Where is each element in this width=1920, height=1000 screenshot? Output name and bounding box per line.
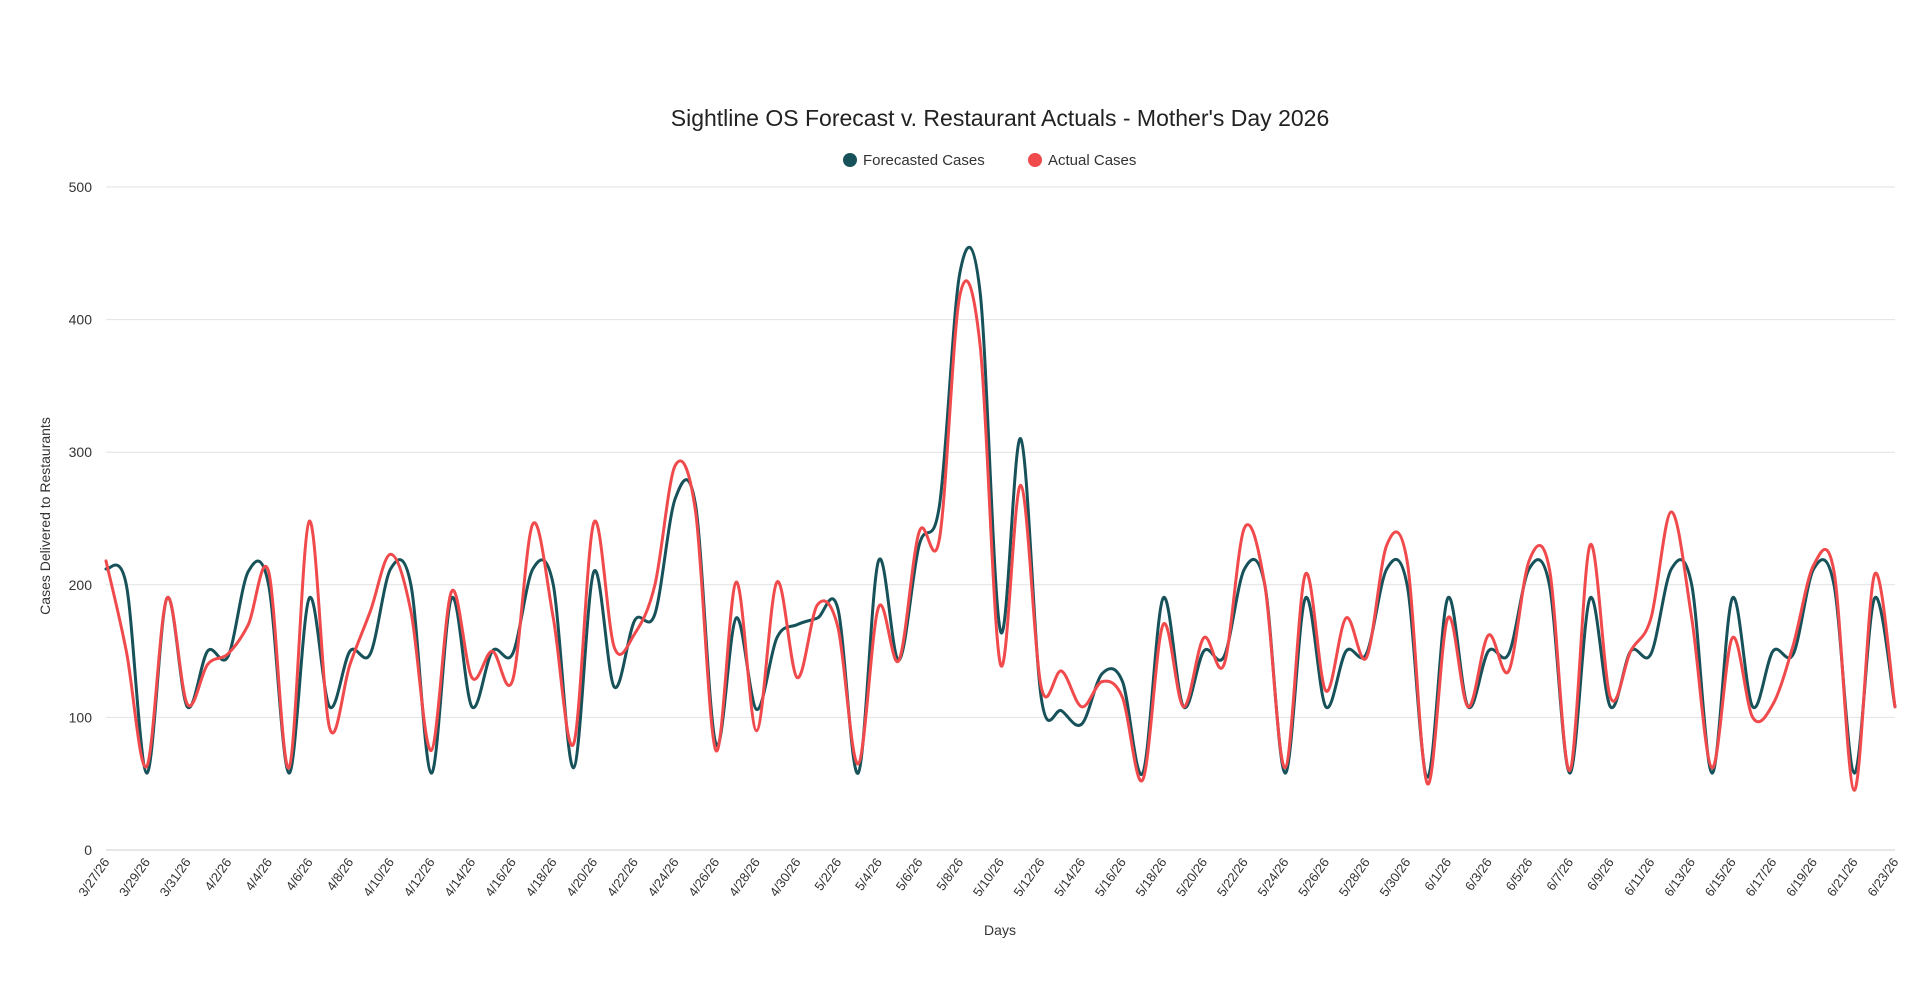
x-axis-label: Days [984,922,1016,938]
y-tick-label: 400 [69,312,93,328]
x-tick-label: 4/30/26 [766,855,803,899]
x-tick-label: 5/10/26 [970,855,1007,899]
y-axis-ticks: 0 100 200 300 400 500 [69,179,93,858]
y-axis-label: Cases Delivered to Restaurants [37,417,53,615]
y-tick-label: 200 [69,577,93,593]
x-tick-label: 4/28/26 [726,855,763,899]
x-tick-label: 3/31/26 [157,855,194,899]
y-tick-label: 500 [69,179,93,195]
x-tick-label: 6/23/26 [1864,855,1901,899]
series-lines [104,245,1897,792]
series-line-actual-cases [104,279,1897,792]
x-tick-label: 6/5/26 [1503,855,1536,893]
x-tick-label: 4/14/26 [441,855,478,899]
x-tick-label: 5/2/26 [811,855,844,893]
x-tick-label: 6/13/26 [1661,855,1698,899]
x-tick-label: 6/9/26 [1584,855,1617,893]
x-tick-label: 5/6/26 [893,855,926,893]
x-tick-label: 6/7/26 [1543,855,1576,893]
x-tick-label: 5/30/26 [1376,855,1413,899]
legend: Forecasted Cases Actual Cases [843,152,1136,169]
x-tick-label: 5/20/26 [1173,855,1210,899]
x-tick-label: 5/24/26 [1254,855,1291,899]
x-tick-label: 5/28/26 [1336,855,1373,899]
x-tick-label: 4/2/26 [201,855,234,893]
x-tick-label: 4/4/26 [242,855,275,893]
x-tick-label: 4/24/26 [645,855,682,899]
x-tick-label: 4/8/26 [323,855,356,893]
x-tick-label: 6/11/26 [1621,855,1658,898]
legend-label-actual-cases: Actual Cases [1048,152,1136,169]
x-tick-label: 6/3/26 [1462,855,1495,893]
x-tick-label: 4/16/26 [482,855,519,899]
x-tick-label: 6/21/26 [1824,855,1861,899]
y-tick-label: 300 [69,444,93,460]
legend-marker-actual-cases [1028,153,1042,167]
legend-label-forecasted-cases: Forecasted Cases [863,152,985,169]
x-tick-label: 6/17/26 [1742,855,1779,899]
x-tick-label: 6/1/26 [1421,855,1454,893]
x-tick-label: 5/18/26 [1132,855,1169,899]
x-tick-label: 4/12/26 [401,855,438,899]
x-tick-label: 5/26/26 [1295,855,1332,899]
x-tick-label: 5/22/26 [1214,855,1251,899]
y-tick-label: 100 [69,709,93,725]
legend-marker-forecasted-cases [843,153,857,167]
chart-title: Sightline OS Forecast v. Restaurant Actu… [671,105,1330,131]
x-tick-label: 4/10/26 [360,855,397,899]
x-axis-ticks: 3/27/26 3/29/26 3/31/26 4/2/26 4/4/26 4/6/26 4… [75,855,1901,899]
x-tick-label: 3/27/26 [75,855,112,899]
x-tick-label: 4/6/26 [283,855,316,893]
x-tick-label: 5/12/26 [1010,855,1047,899]
x-tick-label: 4/20/26 [563,855,600,899]
x-tick-label: 6/15/26 [1702,855,1739,899]
series-line-forecasted-cases [104,245,1897,779]
x-tick-label: 4/26/26 [685,855,722,899]
x-tick-label: 5/14/26 [1051,855,1088,899]
x-tick-label: 6/19/26 [1783,855,1820,899]
x-tick-label: 4/22/26 [604,855,641,899]
y-tick-label: 0 [84,842,92,858]
x-tick-label: 5/8/26 [933,855,966,893]
grid-lines [106,186,1895,851]
x-tick-label: 3/29/26 [116,855,153,899]
x-tick-label: 5/16/26 [1092,855,1129,899]
x-tick-label: 5/4/26 [852,855,885,893]
x-tick-label: 4/18/26 [523,855,560,899]
